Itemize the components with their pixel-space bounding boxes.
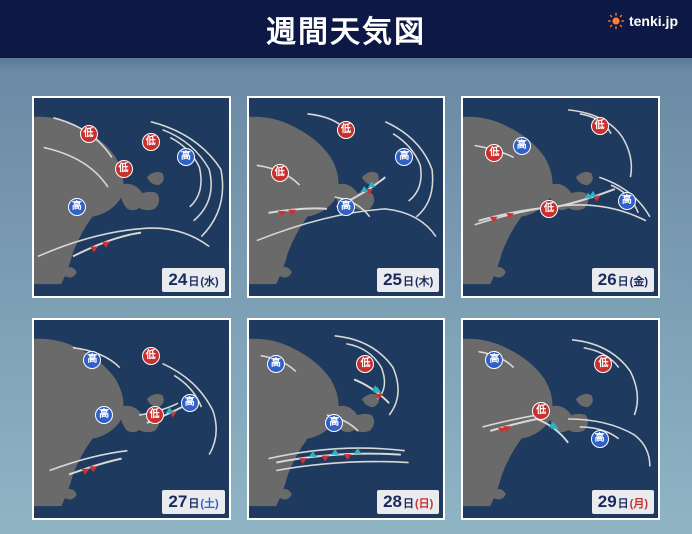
- date-number: 25: [383, 270, 402, 290]
- forecast-panel: 高低高28日(日): [247, 318, 446, 520]
- date-number: 27: [168, 492, 187, 512]
- low-pressure-marker: 低: [271, 164, 289, 182]
- date-number: 26: [598, 270, 617, 290]
- panel-date-label: 27日(土): [162, 490, 224, 514]
- date-number: 29: [598, 492, 617, 512]
- low-pressure-marker: 低: [142, 347, 160, 365]
- date-day-suffix: 日: [188, 495, 199, 511]
- forecast-grid-container: 低低低高高24日(水) 低低高高25日(木) 低低高低高26日(金): [0, 58, 692, 534]
- date-day-suffix: 日: [188, 273, 199, 289]
- date-day-suffix: 日: [618, 273, 629, 289]
- date-dow: (水): [200, 273, 218, 289]
- date-dow: (月): [630, 495, 648, 511]
- low-pressure-marker: 低: [80, 125, 98, 143]
- high-pressure-marker: 高: [68, 198, 86, 216]
- sun-icon: [607, 12, 625, 30]
- forecast-panel: 低低高低高26日(金): [461, 96, 660, 298]
- low-pressure-marker: 低: [356, 355, 374, 373]
- date-dow: (土): [200, 495, 218, 511]
- date-dow: (木): [415, 273, 433, 289]
- panel-date-label: 25日(木): [377, 268, 439, 292]
- forecast-panel: 低低低高高24日(水): [32, 96, 231, 298]
- high-pressure-marker: 高: [267, 355, 285, 373]
- high-pressure-marker: 高: [485, 351, 503, 369]
- low-pressure-marker: 低: [591, 117, 609, 135]
- low-pressure-marker: 低: [115, 160, 133, 178]
- forecast-panel: 高低高低高27日(土): [32, 318, 231, 520]
- date-day-suffix: 日: [403, 495, 414, 511]
- date-dow: (日): [415, 495, 433, 511]
- panel-date-label: 26日(金): [592, 268, 654, 292]
- high-pressure-marker: 高: [337, 198, 355, 216]
- brand-text: tenki.jp: [629, 13, 678, 29]
- forecast-panel: 高低低高29日(月): [461, 318, 660, 520]
- page-title: 週間天気図: [266, 7, 426, 51]
- low-pressure-marker: 低: [146, 406, 164, 424]
- date-number: 28: [383, 492, 402, 512]
- low-pressure-marker: 低: [337, 121, 355, 139]
- forecast-grid: 低低低高高24日(水) 低低高高25日(木) 低低高低高26日(金): [32, 96, 660, 520]
- panel-date-label: 24日(水): [162, 268, 224, 292]
- high-pressure-marker: 高: [181, 394, 199, 412]
- high-pressure-marker: 高: [591, 430, 609, 448]
- high-pressure-marker: 高: [513, 137, 531, 155]
- date-day-suffix: 日: [403, 273, 414, 289]
- low-pressure-marker: 低: [540, 200, 558, 218]
- high-pressure-marker: 高: [618, 192, 636, 210]
- panel-date-label: 28日(日): [377, 490, 439, 514]
- brand-logo: tenki.jp: [607, 12, 678, 30]
- date-number: 24: [168, 270, 187, 290]
- high-pressure-marker: 高: [83, 351, 101, 369]
- low-pressure-marker: 低: [594, 355, 612, 373]
- header: 週間天気図 tenki.jp: [0, 0, 692, 58]
- low-pressure-marker: 低: [142, 133, 160, 151]
- high-pressure-marker: 高: [95, 406, 113, 424]
- date-dow: (金): [630, 273, 648, 289]
- date-day-suffix: 日: [618, 495, 629, 511]
- panel-date-label: 29日(月): [592, 490, 654, 514]
- forecast-panel: 低低高高25日(木): [247, 96, 446, 298]
